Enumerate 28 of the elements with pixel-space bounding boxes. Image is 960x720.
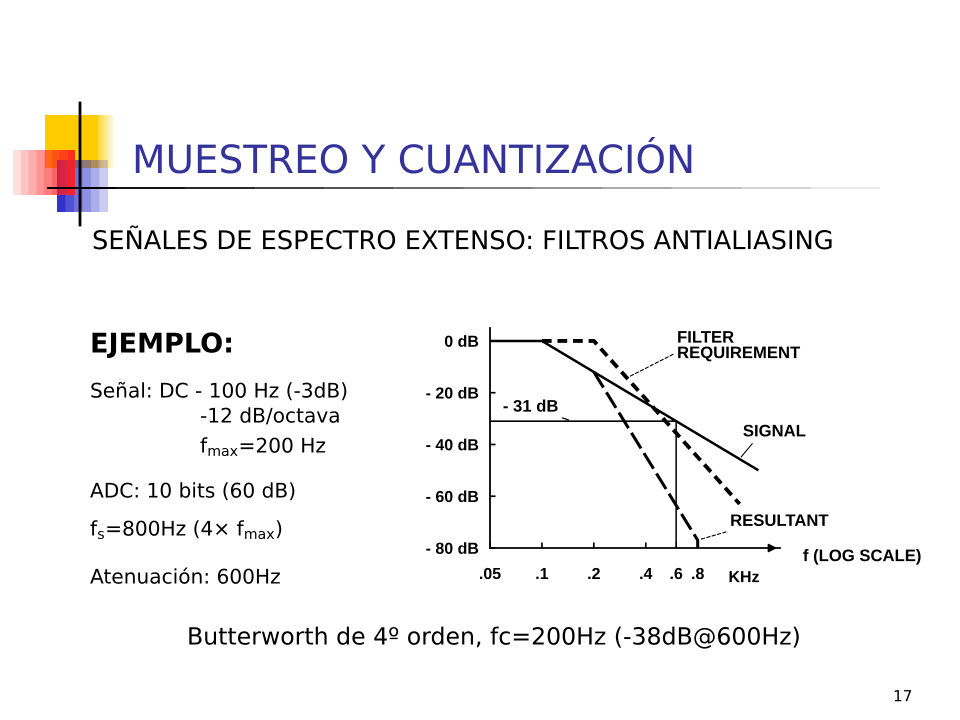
y-tick-label: - 40 dB (426, 438, 478, 450)
text: Atenuación: 600Hz (90, 567, 280, 584)
text: KHz (730, 571, 759, 582)
text: EJEMPLO: (92, 332, 231, 358)
x-tick-label: .1 (536, 568, 548, 580)
text: f$_{max}$=200 Hz (200, 437, 326, 456)
chart-title: MUESTREO Y CUANTIZACIÓN (136, 137, 692, 174)
x-tick-label: .2 (588, 568, 600, 580)
text: RESULTANT (731, 514, 828, 526)
x-tick-label: .6 (670, 568, 682, 580)
y-tick-label: - 60 dB (426, 490, 478, 502)
text: 17 (894, 690, 912, 702)
chart-subtitle: SEÑALES DE ESPECTRO EXTENSO: FILTROS ANTIALIASING (94, 225, 832, 250)
x-axis-title: f (LOG SCALE) (803, 549, 921, 565)
text: Butterworth de 4º orden, fc=200Hz (-38dB@600Hz) (189, 626, 799, 649)
text: Señal: DC - 100 Hz (-3dB) (91, 382, 346, 400)
text: FILTER REQUIREMENT (678, 331, 800, 362)
x-tick-label: .05 (480, 568, 501, 580)
y-tick-label: 0 dB (444, 335, 478, 347)
annotation: - 31 dB (504, 400, 558, 412)
y-tick-label: - 20 dB (426, 386, 478, 399)
series-label: SIGNAL (743, 424, 806, 437)
x-tick-label: .8 (692, 568, 704, 580)
y-tick-label: - 80 dB (426, 542, 478, 554)
text: ADC: 10 bits (60 dB) (90, 482, 294, 500)
x-tick-label: .4 (640, 568, 652, 580)
text: f$_{s}$=800Hz (4× f$_{max}$) (90, 520, 282, 540)
text: -12 dB/octava (200, 407, 339, 424)
